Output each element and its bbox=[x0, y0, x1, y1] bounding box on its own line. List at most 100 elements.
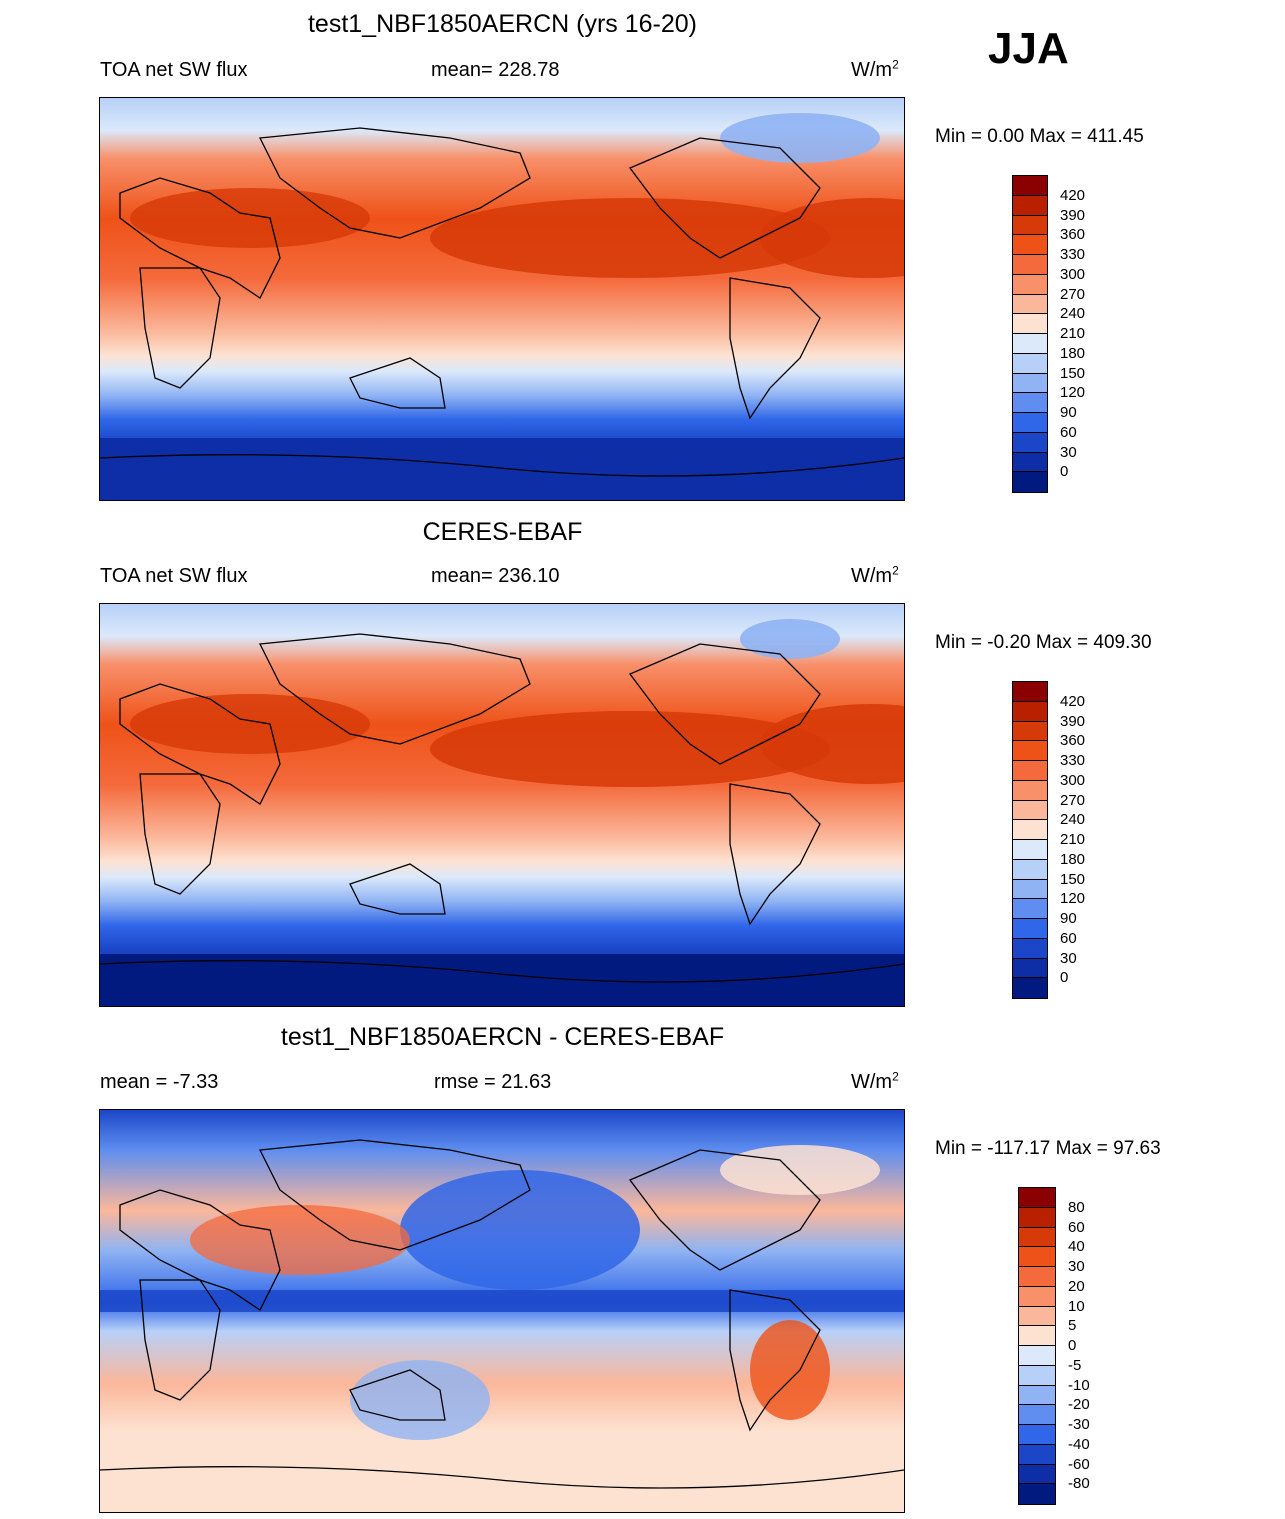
colorbar-tick-label: 60 bbox=[1060, 929, 1077, 947]
colorbar-tick-label: 180 bbox=[1060, 344, 1086, 362]
colorbar-swatch bbox=[1013, 393, 1047, 413]
colorbar-swatch bbox=[1019, 1385, 1055, 1406]
colorbar-swatch bbox=[1019, 1267, 1055, 1287]
colorbar-tick-label: 210 bbox=[1060, 325, 1086, 342]
colorbar-tick-label: 240 bbox=[1060, 811, 1086, 829]
colorbar-swatch bbox=[1013, 780, 1047, 801]
colorbar-swatch bbox=[1013, 195, 1047, 216]
colorbar-tick-label: 90 bbox=[1060, 910, 1077, 927]
colorbar-swatch bbox=[1013, 978, 1047, 998]
panel2-title: CERES-EBAF bbox=[422, 518, 583, 546]
colorbar-swatch bbox=[1013, 452, 1047, 473]
colorbar-tick-label: 210 bbox=[1060, 831, 1086, 848]
colorbar-swatch bbox=[1013, 682, 1047, 702]
colorbar-swatch bbox=[1013, 334, 1047, 354]
colorbar-tick-label: 0 bbox=[1068, 1337, 1077, 1354]
colorbar-tick-label: 390 bbox=[1060, 712, 1086, 730]
colorbar-swatch bbox=[1013, 840, 1047, 860]
panel2-mean-label: mean= 236.10 bbox=[431, 565, 560, 587]
colorbar-swatch bbox=[1019, 1247, 1055, 1267]
colorbar-swatch bbox=[1013, 255, 1047, 275]
colorbar-swatch bbox=[1019, 1188, 1055, 1208]
colorbar-tick-label: 390 bbox=[1060, 206, 1086, 224]
colorbar-tick-label: 120 bbox=[1060, 384, 1086, 402]
panel2-map-canvas bbox=[100, 604, 904, 1006]
colorbar-swatch bbox=[1013, 294, 1047, 315]
colorbar-swatch bbox=[1019, 1207, 1055, 1228]
colorbar-swatch bbox=[1019, 1227, 1055, 1248]
colorbar-tick-label: 60 bbox=[1060, 423, 1077, 441]
colorbar-tick-label: -40 bbox=[1068, 1435, 1090, 1453]
panel3-title: test1_NBF1850AERCN - CERES-EBAF bbox=[280, 1023, 725, 1051]
colorbar-tick-label: 30 bbox=[1060, 949, 1077, 967]
colorbar-swatch bbox=[1013, 820, 1047, 840]
colorbar-tick-label: 360 bbox=[1060, 226, 1086, 244]
colorbar-swatch bbox=[1013, 859, 1047, 880]
colorbar-tick-label: 90 bbox=[1060, 404, 1077, 421]
colorbar-swatch bbox=[1013, 701, 1047, 722]
colorbar-tick-label: 270 bbox=[1060, 285, 1086, 303]
colorbar-tick-label: 0 bbox=[1060, 463, 1069, 481]
colorbar-swatch bbox=[1013, 879, 1047, 900]
colorbar-swatch bbox=[1019, 1326, 1055, 1346]
panel2-colorbar bbox=[1012, 681, 1048, 999]
colorbar-swatch bbox=[1019, 1484, 1055, 1504]
colorbar-swatch bbox=[1019, 1464, 1055, 1485]
colorbar-swatch bbox=[1019, 1346, 1055, 1366]
colorbar-swatch bbox=[1019, 1286, 1055, 1307]
colorbar-tick-label: -10 bbox=[1068, 1376, 1090, 1394]
colorbar-tick-label: 120 bbox=[1060, 890, 1086, 908]
panel3-map-canvas bbox=[100, 1110, 904, 1512]
colorbar-swatch bbox=[1019, 1365, 1055, 1386]
panel2-map bbox=[99, 603, 905, 1007]
colorbar-tick-label: 420 bbox=[1060, 692, 1086, 710]
colorbar-swatch bbox=[1013, 314, 1047, 334]
panel3-minmax: Min = -117.17 Max = 97.63 bbox=[935, 1138, 1161, 1159]
colorbar-tick-label: 330 bbox=[1060, 752, 1086, 769]
panel2-minmax: Min = -0.20 Max = 409.30 bbox=[935, 632, 1152, 653]
colorbar-tick-label: 20 bbox=[1068, 1277, 1085, 1295]
colorbar-swatch bbox=[1013, 721, 1047, 742]
colorbar-tick-label: 180 bbox=[1060, 850, 1086, 868]
colorbar-swatch bbox=[1013, 432, 1047, 453]
colorbar-tick-label: 30 bbox=[1060, 443, 1077, 461]
colorbar-swatch bbox=[1013, 413, 1047, 433]
colorbar-tick-label: 300 bbox=[1060, 265, 1086, 283]
colorbar-tick-label: 5 bbox=[1068, 1317, 1077, 1335]
season-label: JJA bbox=[988, 24, 1069, 73]
colorbar-swatch bbox=[1013, 741, 1047, 761]
panel1-title: test1_NBF1850AERCN (yrs 16-20) bbox=[307, 10, 698, 38]
colorbar-tick-label: 420 bbox=[1060, 186, 1086, 204]
panel3-units-label: W/m2 bbox=[851, 1069, 899, 1093]
colorbar-tick-label: 40 bbox=[1068, 1238, 1085, 1256]
colorbar-swatch bbox=[1013, 919, 1047, 939]
colorbar-swatch bbox=[1019, 1306, 1055, 1327]
colorbar-swatch bbox=[1013, 176, 1047, 196]
colorbar-swatch bbox=[1013, 274, 1047, 295]
colorbar-tick-label: 60 bbox=[1068, 1218, 1085, 1236]
colorbar-swatch bbox=[1013, 215, 1047, 236]
colorbar-swatch bbox=[1013, 472, 1047, 492]
colorbar-tick-label: 330 bbox=[1060, 246, 1086, 263]
colorbar-tick-label: 150 bbox=[1060, 364, 1086, 382]
panel2-variable-label: TOA net SW flux bbox=[100, 565, 248, 587]
colorbar-swatch bbox=[1013, 938, 1047, 959]
colorbar-tick-label: 240 bbox=[1060, 305, 1086, 323]
colorbar-tick-label: 10 bbox=[1068, 1297, 1085, 1315]
panel1-map-canvas bbox=[100, 98, 904, 500]
colorbar-swatch bbox=[1019, 1405, 1055, 1425]
colorbar-tick-label: 360 bbox=[1060, 732, 1086, 750]
colorbar-tick-label: 0 bbox=[1060, 969, 1069, 987]
panel1-minmax: Min = 0.00 Max = 411.45 bbox=[935, 126, 1144, 147]
colorbar-swatch bbox=[1013, 353, 1047, 374]
colorbar-tick-label: 270 bbox=[1060, 791, 1086, 809]
panel1-colorbar bbox=[1012, 175, 1048, 493]
colorbar-swatch bbox=[1019, 1425, 1055, 1445]
colorbar-swatch bbox=[1019, 1444, 1055, 1465]
panel1-units-label: W/m2 bbox=[851, 57, 899, 81]
panel2-units-label: W/m2 bbox=[851, 563, 899, 587]
colorbar-tick-label: 30 bbox=[1068, 1258, 1085, 1275]
colorbar-swatch bbox=[1013, 958, 1047, 979]
colorbar-swatch bbox=[1013, 800, 1047, 821]
panel1-mean-label: mean= 228.78 bbox=[431, 59, 560, 81]
